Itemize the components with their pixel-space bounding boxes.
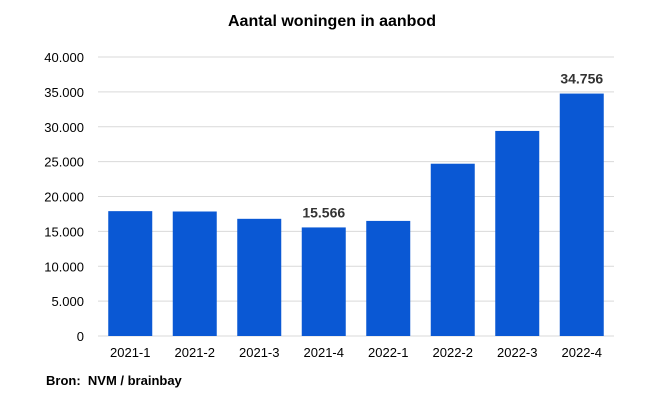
- bar: [559, 93, 604, 336]
- y-tick-label: 20.000: [44, 190, 84, 205]
- y-tick-label: 10.000: [44, 259, 84, 274]
- x-tick-label: 2021-4: [304, 345, 344, 360]
- bar: [172, 211, 217, 336]
- bar: [495, 130, 540, 336]
- y-tick-label: 25.000: [44, 155, 84, 170]
- data-labels: 15.566 34.756: [302, 71, 603, 221]
- x-tick-label: 2022-2: [433, 345, 473, 360]
- x-tick-label: 2021-3: [239, 345, 279, 360]
- y-tick-label: 15.000: [44, 224, 84, 239]
- bar: [366, 220, 411, 336]
- x-axis-ticks: 2021-1 2021-2 2021-3 2021-4 2022-1 2022-2 2022…: [110, 345, 602, 360]
- y-axis-ticks: 0 5.000 10.000 15.000 20.000 25.000 30.000 35.0…: [44, 50, 84, 344]
- data-label: 34.756: [560, 71, 603, 87]
- x-tick-label: 2022-4: [562, 345, 602, 360]
- y-tick-label: 35.000: [44, 85, 84, 100]
- y-tick-label: 30.000: [44, 120, 84, 135]
- x-tick-label: 2022-1: [368, 345, 408, 360]
- bar: [108, 211, 153, 336]
- y-tick-label: 5.000: [51, 294, 84, 309]
- x-tick-label: 2022-3: [497, 345, 537, 360]
- bar: [430, 163, 475, 336]
- y-tick-label: 0: [77, 329, 84, 344]
- chart-title: Aantal woningen in aanbod: [228, 13, 436, 30]
- source-note: Bron: NVM / brainbay: [46, 373, 182, 388]
- x-tick-label: 2021-2: [175, 345, 215, 360]
- bar: [301, 227, 346, 336]
- x-tick-label: 2021-1: [110, 345, 150, 360]
- bars: [108, 93, 604, 336]
- data-label: 15.566: [302, 204, 345, 220]
- y-tick-label: 40.000: [44, 50, 84, 65]
- bar-chart: Aantal woningen in aanbod 0 5.000 10.000 15…: [44, 13, 614, 360]
- bar: [237, 218, 282, 336]
